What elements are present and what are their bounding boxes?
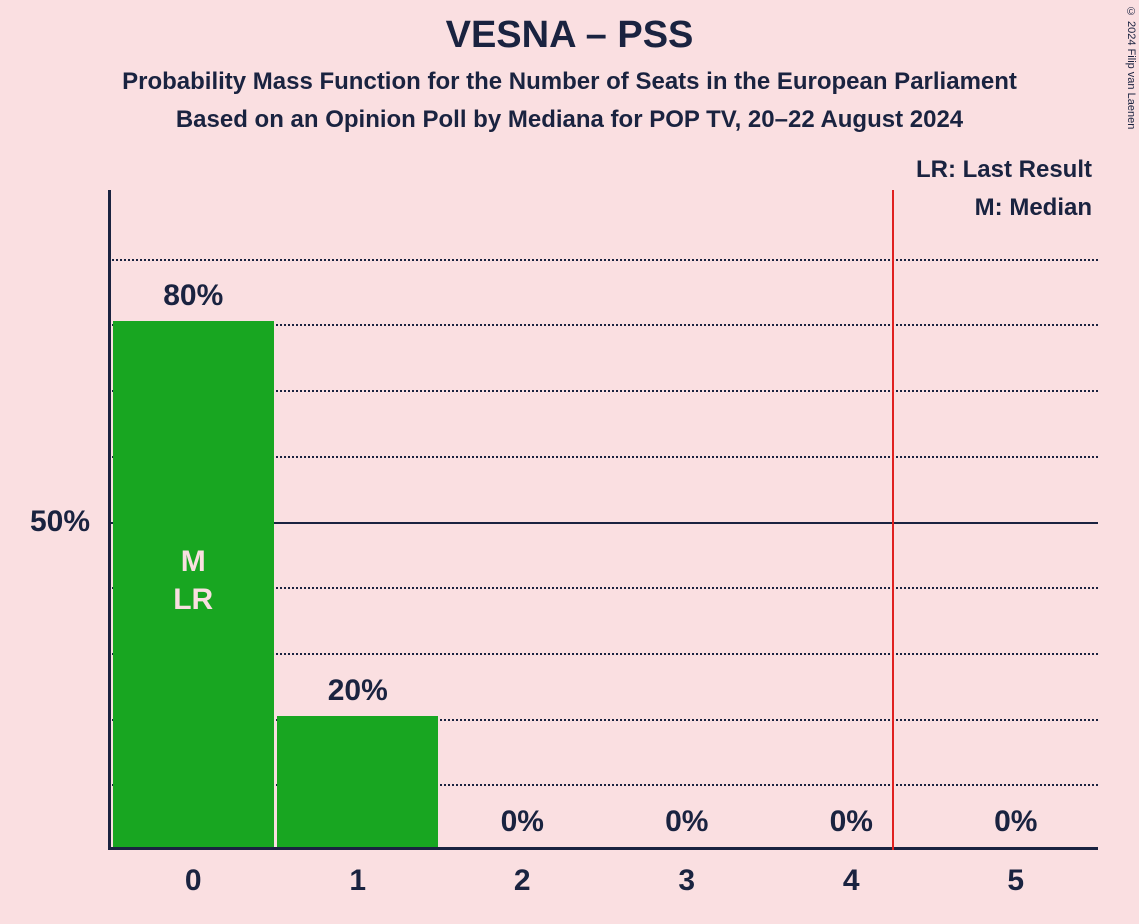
confidence-line — [892, 190, 894, 850]
legend-last-result: LR: Last Result — [916, 156, 1092, 184]
bar-value-label: 0% — [501, 805, 544, 839]
bar-value-label: 0% — [665, 805, 708, 839]
bar — [277, 716, 438, 847]
x-tick-label: 3 — [678, 864, 695, 898]
y-axis — [108, 190, 111, 850]
bar-value-label: 0% — [830, 805, 873, 839]
y-tick-label: 50% — [30, 505, 90, 539]
bar-value-label: 20% — [328, 674, 388, 708]
x-tick-label: 2 — [514, 864, 531, 898]
chart-container: VESNA – PSS Probability Mass Function fo… — [0, 0, 1139, 924]
x-tick-label: 4 — [843, 864, 860, 898]
bar: MLR — [113, 321, 274, 847]
bar-marker-labels: MLR — [113, 543, 274, 618]
gridline-minor — [108, 259, 1098, 261]
x-axis — [108, 847, 1098, 850]
x-tick-label: 1 — [349, 864, 366, 898]
chart-title: VESNA – PSS — [0, 14, 1139, 57]
chart-subtitle-2: Based on an Opinion Poll by Mediana for … — [0, 106, 1139, 134]
copyright-text: © 2024 Filip van Laenen — [1125, 6, 1137, 129]
plot-area: 50%MLR80%020%10%20%30%40%5LR: Last Resul… — [108, 190, 1098, 850]
bar-value-label: 80% — [163, 279, 223, 313]
x-tick-label: 0 — [185, 864, 202, 898]
legend-median: M: Median — [975, 194, 1092, 222]
x-tick-label: 5 — [1007, 864, 1024, 898]
bar-value-label: 0% — [994, 805, 1037, 839]
chart-subtitle-1: Probability Mass Function for the Number… — [0, 68, 1139, 96]
